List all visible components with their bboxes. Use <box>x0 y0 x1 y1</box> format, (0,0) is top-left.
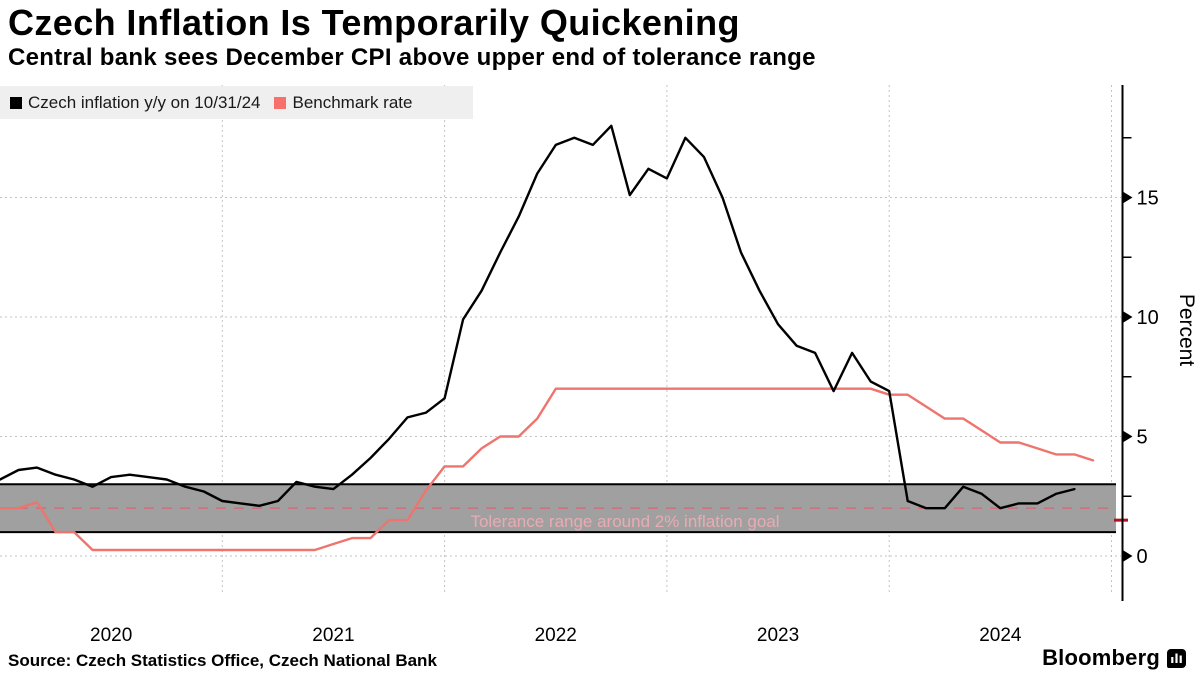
x-tick-label: 2022 <box>535 625 577 646</box>
legend-label-inflation: Czech inflation y/y on 10/31/24 <box>28 92 261 112</box>
source-note: Source: Czech Statistics Office, Czech N… <box>8 651 437 670</box>
benchmark-line <box>0 387 1095 552</box>
benchmark-swatch-icon <box>274 96 287 109</box>
x-tick-label: 2020 <box>90 625 132 646</box>
chart-subtitle: Central bank sees December CPI above upp… <box>8 44 816 71</box>
legend: Czech inflation y/y on 10/31/24 Benchmar… <box>0 86 473 119</box>
x-tick-label: 2024 <box>979 625 1022 646</box>
y-major-tick-arrow <box>1123 311 1133 323</box>
bloomberg-bug-icon <box>1167 648 1186 668</box>
tolerance-band-label: Tolerance range around 2% inflation goal <box>470 512 779 531</box>
y-tick-label: 10 <box>1137 307 1159 329</box>
y-tick-label: 0 <box>1137 546 1148 568</box>
y-major-tick-arrow <box>1123 431 1133 442</box>
bloomberg-wordmark: Bloomberg <box>1042 645 1160 670</box>
inflation-line <box>0 124 1076 510</box>
inflation-swatch-icon <box>10 96 22 109</box>
legend-label-benchmark: Benchmark rate <box>292 92 413 112</box>
x-tick-label: 2023 <box>757 625 799 646</box>
x-tick-label: 2021 <box>312 625 354 646</box>
y-major-tick-arrow <box>1123 550 1133 562</box>
y-axis-title: Percent <box>1175 294 1198 367</box>
legend-item-inflation: Czech inflation y/y on 10/31/24 <box>10 93 260 113</box>
y-tick-label: 15 <box>1137 188 1159 210</box>
bloomberg-logo: Bloomberg <box>1042 645 1186 671</box>
y-tick-label: 5 <box>1137 427 1148 449</box>
y-major-tick-arrow <box>1123 192 1133 203</box>
legend-item-benchmark: Benchmark rate <box>274 93 412 113</box>
chart-title: Czech Inflation Is Temporarily Quickenin… <box>8 2 740 43</box>
